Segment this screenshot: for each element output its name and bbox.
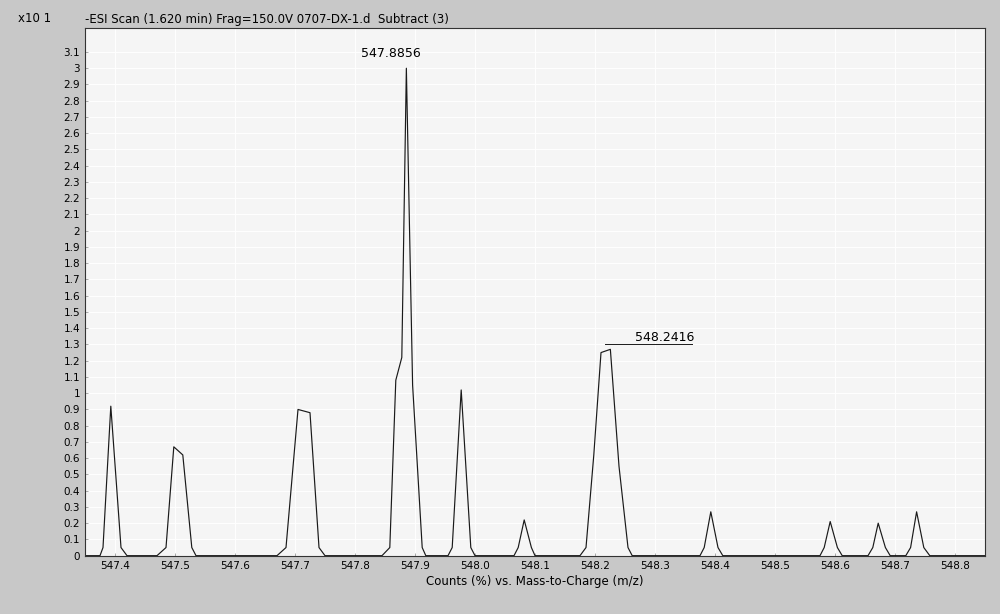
Text: 547.8856: 547.8856 <box>361 47 421 60</box>
X-axis label: Counts (%) vs. Mass-to-Charge (m/z): Counts (%) vs. Mass-to-Charge (m/z) <box>426 575 644 588</box>
Text: -ESI Scan (1.620 min) Frag=150.0V 0707-DX-1.d  Subtract (3): -ESI Scan (1.620 min) Frag=150.0V 0707-D… <box>85 14 449 26</box>
Text: x10 1: x10 1 <box>18 12 51 25</box>
Text: 548.2416: 548.2416 <box>635 331 694 344</box>
